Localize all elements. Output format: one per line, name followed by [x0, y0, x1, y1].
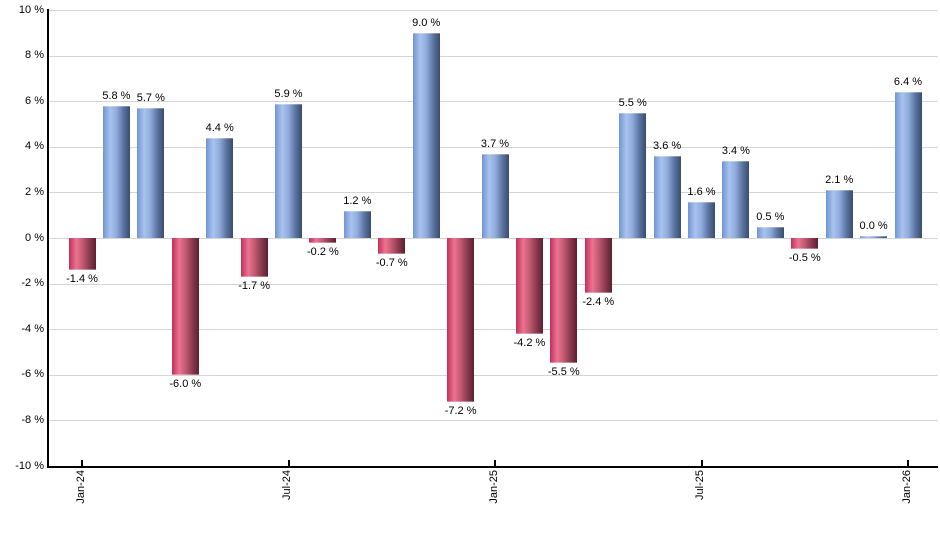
bar-value-label: 6.4 %: [893, 76, 923, 89]
x-axis-tick: [700, 460, 703, 468]
gridline: [48, 374, 938, 376]
bar-sep-25: [756, 226, 784, 238]
bar-feb-25: [515, 238, 543, 334]
bar-value-label: 5.8 %: [102, 89, 131, 102]
y-axis-tick-label: -4 %: [21, 322, 44, 335]
bar-value-label: 0.0 %: [859, 220, 888, 232]
gridline: [48, 329, 938, 331]
bar-jun-24: [240, 238, 268, 277]
bar-feb-24: [102, 105, 130, 238]
bar-aug-24: [309, 238, 337, 243]
x-axis-tick-label: Jul-25: [694, 470, 706, 500]
bar-dec-25: [860, 236, 888, 238]
gridline: [48, 238, 938, 239]
bar-value-label: 5.7 %: [136, 92, 165, 104]
bar-value-label: 1.6 %: [687, 185, 716, 198]
bar-apr-25: [584, 238, 612, 293]
bar-oct-24: [378, 238, 406, 254]
y-axis-tick-label: -2 %: [21, 277, 44, 290]
x-axis-tick-label: Jan-25: [487, 470, 500, 504]
bar-value-label: -6.0 %: [169, 377, 202, 390]
y-axis-tick-label: -10 %: [15, 459, 44, 472]
bar-jan-25: [481, 153, 509, 238]
bar-mar-24: [137, 108, 165, 238]
bar-value-label: 4.4 %: [205, 121, 234, 134]
bar-value-label: 1.2 %: [343, 194, 372, 207]
bar-value-label: 2.1 %: [825, 174, 854, 187]
bar-value-label: -7.2 %: [444, 405, 477, 418]
bar-jun-25: [653, 155, 681, 238]
bar-nov-25: [825, 190, 853, 238]
y-axis-tick-label: -6 %: [21, 368, 44, 381]
x-axis-line: [47, 466, 938, 468]
bar-jan-26: [894, 92, 922, 238]
bar-value-label: 3.4 %: [721, 144, 750, 157]
x-axis-tick: [81, 460, 83, 468]
gridline: [48, 10, 938, 11]
bar-value-label: -0.5 %: [788, 252, 821, 265]
y-axis-tick-label: 0 %: [25, 231, 44, 244]
gridline: [48, 420, 938, 422]
y-axis-tick-label: 2 %: [25, 185, 44, 198]
gridline: [48, 283, 938, 285]
bar-value-label: 5.9 %: [274, 87, 303, 100]
gridline: [48, 101, 938, 103]
y-axis-tick-label: 6 %: [25, 94, 44, 107]
bar-sep-24: [343, 210, 371, 238]
bar-jul-25: [688, 201, 715, 238]
bar-value-label: -2.4 %: [582, 295, 615, 308]
y-axis-line: [47, 9, 49, 468]
bar-aug-25: [722, 160, 750, 238]
bar-value-label: -4.2 %: [513, 336, 546, 349]
y-axis-tick-label: -8 %: [21, 413, 44, 426]
y-axis-tick-label: 4 %: [25, 140, 44, 153]
bar-value-label: -0.7 %: [375, 257, 408, 269]
bar-value-label: 3.6 %: [653, 139, 682, 152]
y-axis-tick-label: 8 %: [25, 49, 44, 62]
bar-jul-24: [275, 103, 302, 238]
bar-value-label: 0.5 %: [756, 210, 785, 223]
bar-apr-24: [171, 238, 199, 375]
x-axis-tick: [907, 460, 909, 468]
bar-value-label: -5.5 %: [547, 366, 580, 379]
bar-value-label: 9.0 %: [412, 16, 441, 29]
x-axis-tick: [287, 460, 290, 468]
gridline: [48, 55, 938, 57]
bar-may-24: [206, 137, 234, 238]
bar-value-label: 3.7 %: [480, 137, 510, 150]
x-axis-tick-label: Jan-24: [74, 470, 87, 504]
bar-oct-25: [791, 238, 819, 250]
bar-nov-24: [412, 32, 440, 238]
x-axis-tick-label: Jan-26: [900, 470, 913, 504]
bar-mar-25: [550, 238, 578, 364]
bar-value-label: -1.7 %: [238, 279, 270, 292]
x-axis-tick: [494, 460, 496, 468]
bar-value-label: -0.2 %: [306, 245, 339, 258]
gridline: [48, 146, 938, 148]
bar-may-25: [619, 112, 647, 238]
bar-dec-24: [447, 238, 475, 403]
x-axis-tick-label: Jul-24: [281, 470, 293, 500]
bar-value-label: -1.4 %: [66, 272, 98, 285]
y-axis-tick-label: 10 %: [18, 3, 44, 16]
bar-jan-24: [68, 238, 96, 270]
bar-value-label: 5.5 %: [618, 96, 647, 109]
